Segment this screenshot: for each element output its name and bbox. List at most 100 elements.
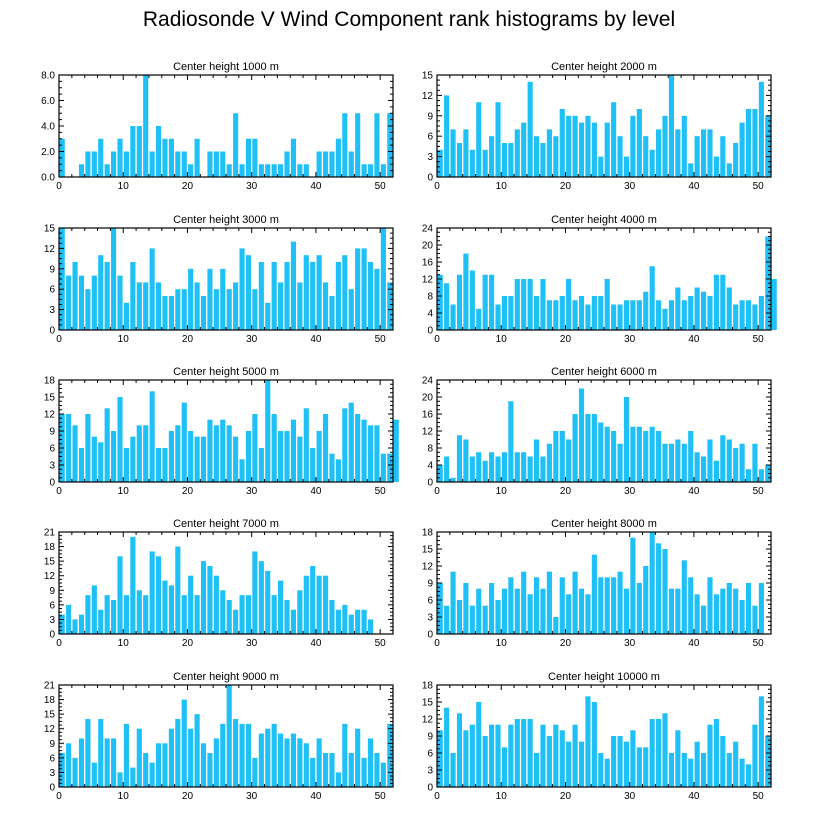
histogram-bar bbox=[290, 241, 297, 330]
histogram-bar bbox=[720, 435, 726, 482]
histogram-bar bbox=[123, 595, 130, 634]
histogram-bar bbox=[136, 590, 142, 634]
x-tick-label: 10 bbox=[496, 181, 508, 192]
histogram-bar bbox=[348, 753, 354, 787]
histogram-bar bbox=[611, 736, 617, 787]
histogram-bar bbox=[85, 289, 91, 330]
x-tick-label: 50 bbox=[753, 791, 765, 802]
histogram-bar bbox=[713, 156, 719, 177]
y-tick-label: 18 bbox=[422, 681, 434, 692]
histogram-bar bbox=[578, 388, 585, 482]
histogram-bar bbox=[226, 685, 232, 787]
histogram-bar bbox=[733, 741, 739, 787]
histogram-bar bbox=[278, 282, 284, 330]
histogram-bar bbox=[348, 289, 354, 330]
x-tick-label: 40 bbox=[688, 181, 700, 192]
panel-title: Center height 9000 m bbox=[173, 671, 279, 683]
histogram-bar bbox=[59, 614, 65, 634]
histogram-panel: Center height 5000 m 0 10 20 30 40 50 0 3 6 9 12 15 1… bbox=[44, 366, 399, 497]
histogram-bar bbox=[59, 753, 65, 787]
histogram-bar bbox=[450, 304, 456, 330]
x-tick-label: 10 bbox=[118, 181, 130, 192]
histogram-bar bbox=[546, 736, 552, 787]
histogram-bar bbox=[175, 289, 181, 330]
histogram-bar bbox=[450, 477, 456, 482]
x-tick-label: 0 bbox=[56, 486, 62, 497]
histogram-bar bbox=[367, 262, 374, 330]
histogram-bar bbox=[329, 151, 335, 177]
histogram-bar bbox=[310, 757, 316, 787]
histogram-bar bbox=[168, 296, 174, 330]
histogram-bar bbox=[111, 431, 117, 482]
histogram-bar bbox=[713, 460, 719, 482]
histogram-bar bbox=[668, 75, 675, 177]
x-tick-label: 0 bbox=[434, 334, 440, 345]
histogram-bar bbox=[643, 431, 649, 482]
x-tick-label: 50 bbox=[753, 638, 765, 649]
histogram-bar bbox=[143, 75, 149, 177]
histogram-bar bbox=[303, 164, 309, 177]
histogram-bar bbox=[355, 728, 361, 787]
histogram-bar bbox=[361, 248, 367, 330]
histogram-bar bbox=[463, 129, 469, 177]
histogram-bar bbox=[546, 443, 552, 482]
histogram-bar bbox=[533, 296, 540, 330]
histogram-bar bbox=[136, 425, 142, 482]
x-tick-label: 40 bbox=[688, 791, 700, 802]
histogram-bar bbox=[342, 723, 348, 787]
histogram-bar bbox=[758, 583, 764, 634]
y-tick-label: 15 bbox=[422, 71, 434, 82]
histogram-bar bbox=[745, 583, 752, 634]
histogram-bar bbox=[713, 274, 719, 330]
histogram-bar bbox=[303, 575, 309, 634]
histogram-panel: Center height 9000 m 0 10 20 30 40 50 0 3 6 9 12 15 1… bbox=[44, 671, 394, 802]
histogram-bar bbox=[335, 459, 341, 482]
histogram-bar bbox=[284, 600, 290, 634]
histogram-bar bbox=[200, 436, 207, 482]
histogram-bar bbox=[335, 262, 341, 330]
histogram-bar bbox=[566, 594, 572, 634]
histogram-bar bbox=[521, 279, 527, 330]
histogram-bar bbox=[444, 283, 450, 330]
histogram-bar bbox=[155, 282, 162, 330]
histogram-bar bbox=[636, 426, 642, 482]
histogram-bar bbox=[226, 289, 232, 330]
histogram-bar bbox=[713, 594, 719, 634]
y-tick-label: 15 bbox=[44, 710, 56, 721]
histogram-bar bbox=[623, 156, 630, 177]
histogram-bar bbox=[771, 279, 777, 330]
histogram-bar bbox=[630, 115, 636, 177]
histogram-bar bbox=[380, 228, 386, 330]
histogram-bar bbox=[444, 707, 450, 787]
histogram-bar bbox=[213, 738, 219, 787]
histogram-bar bbox=[303, 743, 309, 787]
histogram-bar bbox=[456, 713, 463, 787]
histogram-bar bbox=[495, 102, 501, 177]
histogram-bar bbox=[720, 588, 726, 634]
histogram-bar bbox=[662, 308, 668, 330]
x-tick-label: 50 bbox=[375, 486, 387, 497]
histogram-bar bbox=[98, 442, 104, 482]
histogram-bar bbox=[456, 435, 463, 482]
histogram-bar bbox=[123, 302, 130, 330]
y-tick-label: 12 bbox=[44, 571, 56, 582]
histogram-bar bbox=[566, 741, 572, 787]
x-tick-label: 20 bbox=[182, 638, 194, 649]
histogram-bar bbox=[111, 600, 117, 634]
histogram-bar bbox=[765, 236, 771, 330]
histogram-bar bbox=[290, 609, 297, 634]
x-tick-label: 0 bbox=[56, 334, 62, 345]
histogram-bar bbox=[271, 723, 277, 787]
histogram-bar bbox=[604, 577, 610, 634]
x-tick-label: 20 bbox=[560, 334, 572, 345]
histogram-bar bbox=[553, 724, 559, 787]
histogram-bar bbox=[168, 728, 174, 787]
histogram-bar bbox=[316, 255, 322, 330]
histogram-bar bbox=[59, 138, 65, 177]
histogram-bar bbox=[598, 422, 604, 482]
histogram-bar bbox=[310, 262, 316, 330]
histogram-bar bbox=[322, 575, 329, 634]
histogram-bar bbox=[213, 425, 219, 482]
histogram-bar bbox=[258, 164, 264, 177]
